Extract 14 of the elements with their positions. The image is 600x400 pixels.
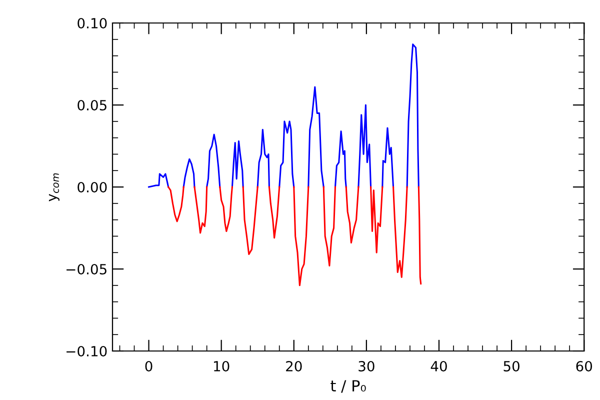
y-tick-label: −0.05 <box>66 264 106 274</box>
x-tick-label: 20 <box>286 360 302 372</box>
x-tick-label: 0 <box>145 360 152 372</box>
x-tick-label: 40 <box>430 360 447 372</box>
x-tick-label: 30 <box>358 360 374 372</box>
y-axis-title: y$_{com}$ <box>48 173 60 202</box>
y-tick-label: 0.10 <box>78 18 107 28</box>
y-tick-label: 0.05 <box>78 100 106 110</box>
x-tick-label: 50 <box>504 360 520 372</box>
x-axis-title: t / P₀ <box>330 380 366 393</box>
x-tick-label: 60 <box>576 360 592 372</box>
x-tick-label: 10 <box>214 360 230 372</box>
y-tick-label: −0.10 <box>66 346 107 356</box>
y-tick-label: 0.00 <box>78 182 107 192</box>
